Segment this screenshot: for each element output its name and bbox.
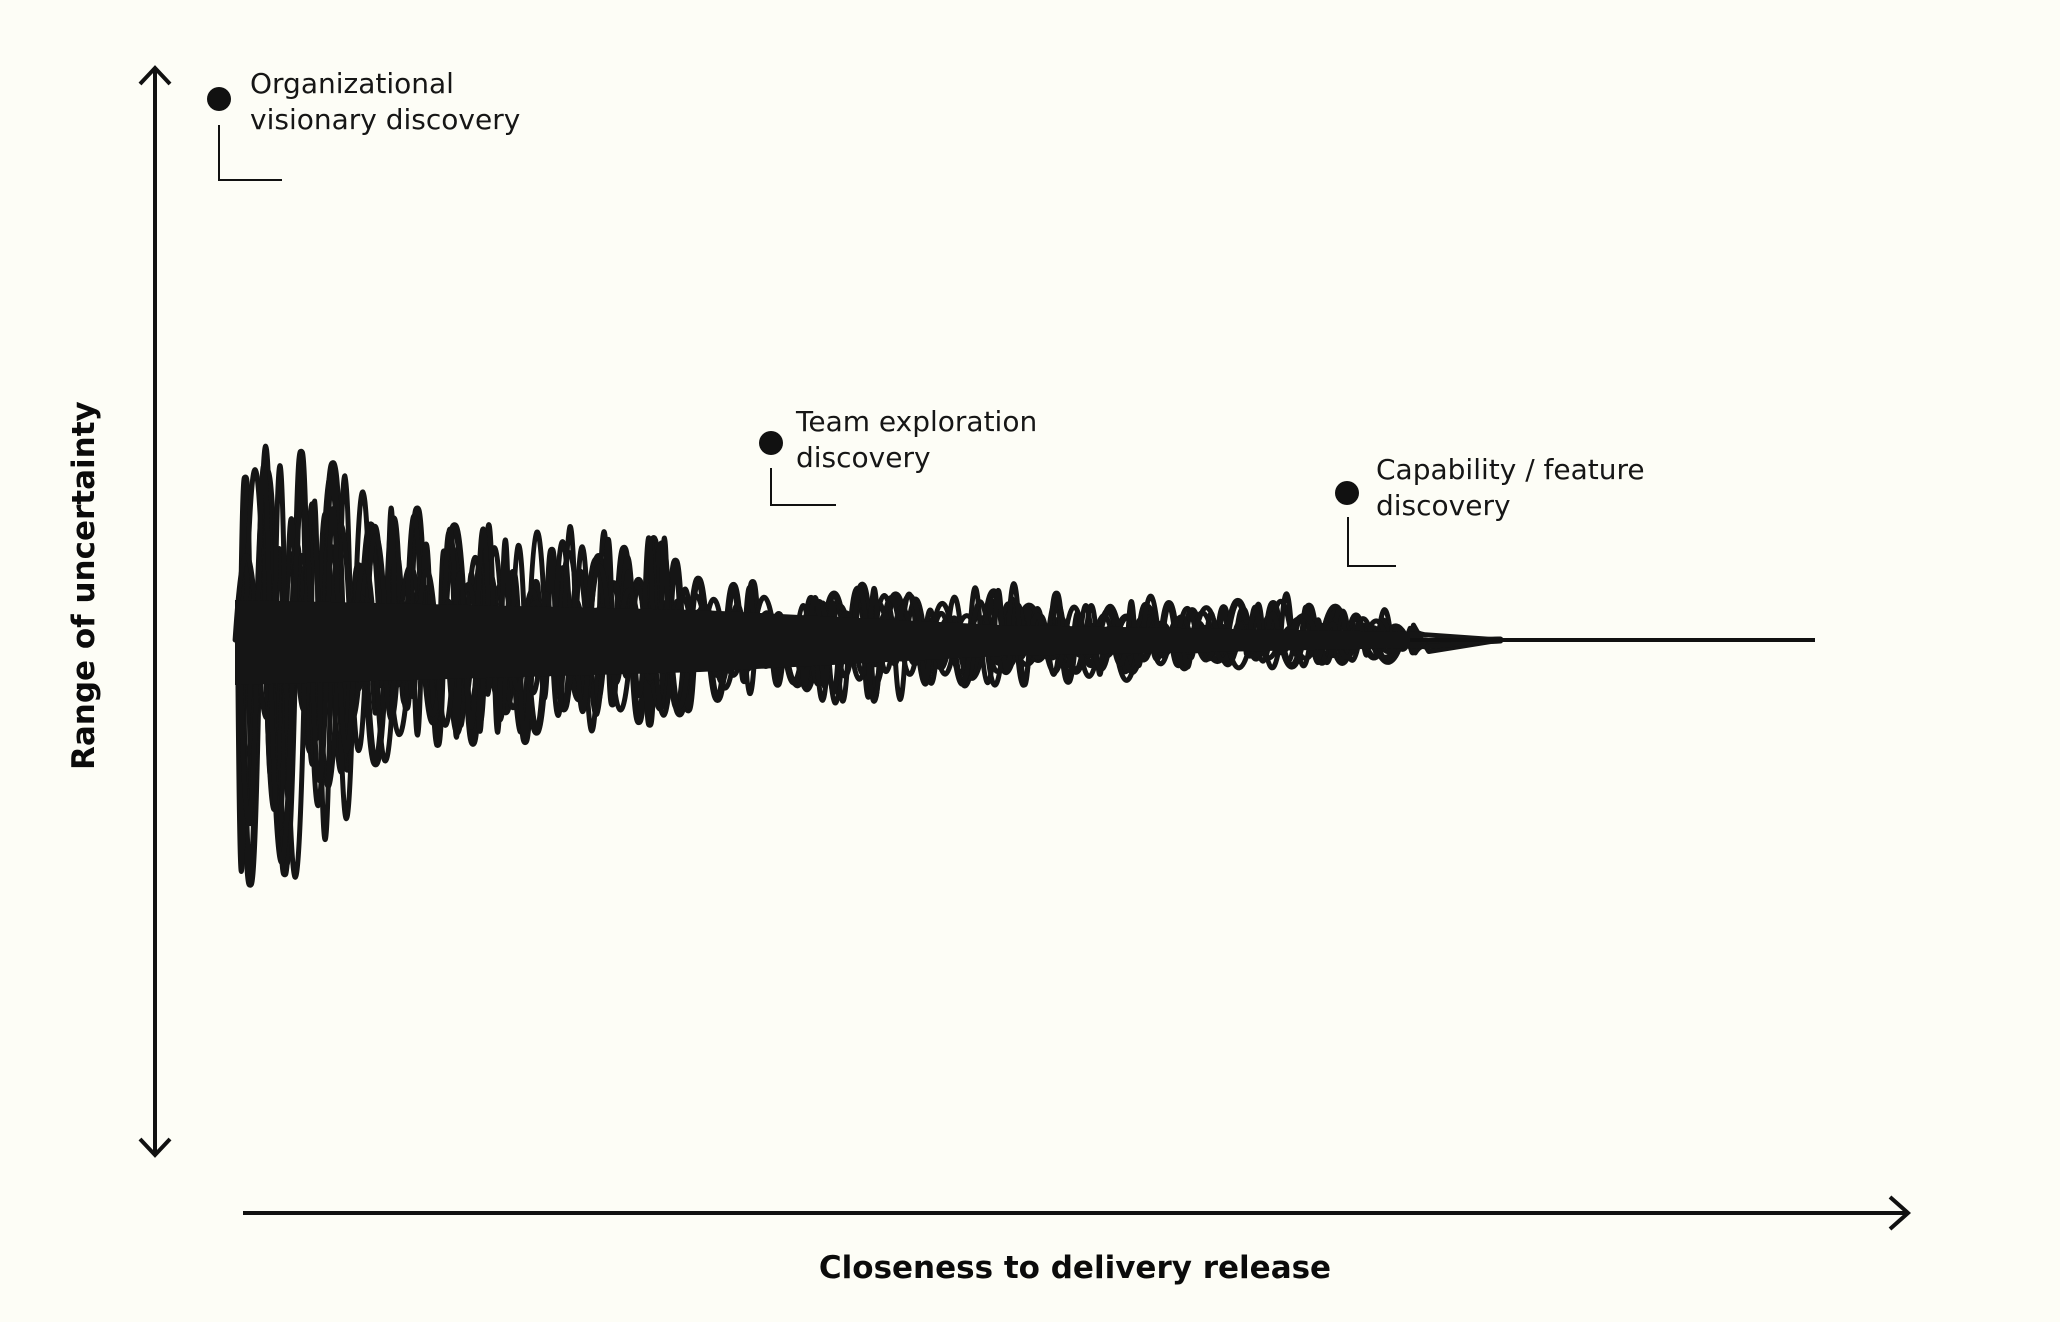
y-axis-arrow-up xyxy=(138,65,172,86)
callout-dot-organizational xyxy=(207,87,231,111)
callout-organizational-line2: visionary discovery xyxy=(250,103,521,136)
callout-team-line1: Team exploration xyxy=(796,405,1038,438)
callout-capability-line2: discovery xyxy=(1376,489,1511,522)
callout-organizational-line1: Organizational xyxy=(250,67,454,100)
waveform-core-band xyxy=(235,600,1420,685)
callout-dot-team xyxy=(759,431,783,455)
y-axis-arrow-down xyxy=(138,1137,172,1158)
callout-organizational: Organizational visionary discovery xyxy=(250,66,520,138)
callout-dot-capability xyxy=(1335,481,1359,505)
x-axis-title: Closeness to delivery release xyxy=(818,1250,1332,1286)
callout-capability-feature: Capability / feature discovery xyxy=(1376,452,1645,524)
uncertainty-waveform xyxy=(232,443,1504,888)
callout-leader-organizational xyxy=(218,125,282,181)
callout-team-exploration: Team exploration discovery xyxy=(796,404,1037,476)
callout-leader-capability xyxy=(1347,517,1396,567)
x-axis-arrow xyxy=(1888,1195,1912,1231)
callout-team-line2: discovery xyxy=(796,441,931,474)
callout-leader-team xyxy=(770,468,836,506)
y-axis-title: Range of uncertainty xyxy=(66,401,102,770)
callout-capability-line1: Capability / feature xyxy=(1376,453,1645,486)
